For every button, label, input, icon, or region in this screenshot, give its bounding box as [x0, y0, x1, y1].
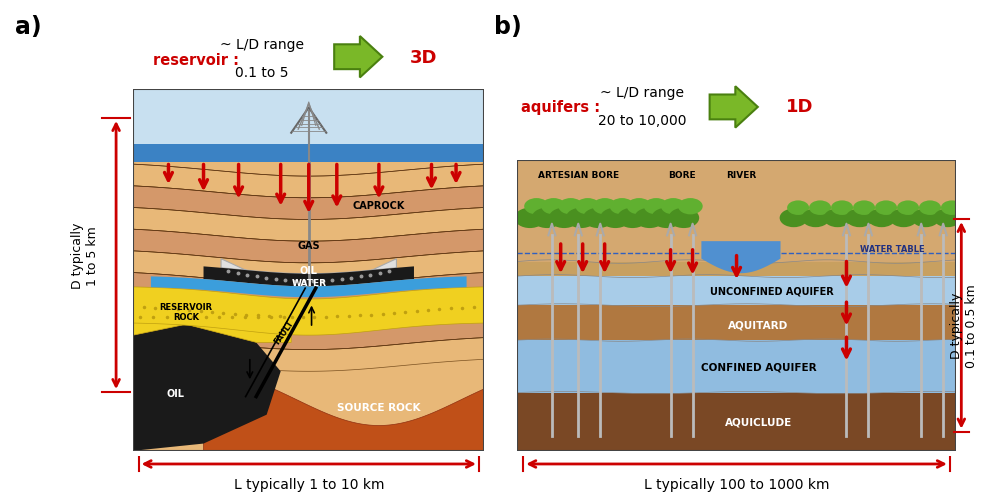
Text: WATER TABLE: WATER TABLE [860, 244, 925, 254]
Text: RIVER: RIVER [726, 170, 756, 179]
Text: b): b) [494, 15, 522, 39]
Polygon shape [133, 295, 484, 328]
Circle shape [669, 208, 700, 228]
Circle shape [780, 209, 808, 228]
Circle shape [846, 209, 873, 228]
Polygon shape [133, 252, 484, 285]
Circle shape [600, 208, 630, 228]
FancyArrow shape [334, 37, 382, 78]
Text: WATER: WATER [291, 279, 326, 288]
Text: L typically 1 to 10 km: L typically 1 to 10 km [233, 476, 384, 490]
Polygon shape [204, 267, 414, 287]
Text: reservoir :: reservoir : [153, 53, 239, 68]
Text: CAPROCK: CAPROCK [353, 200, 405, 210]
Polygon shape [133, 273, 484, 307]
Text: AQUITARD: AQUITARD [728, 320, 788, 330]
Circle shape [853, 201, 875, 215]
Polygon shape [133, 186, 484, 220]
Polygon shape [133, 325, 281, 451]
Text: RESERVOIR
ROCK: RESERVOIR ROCK [159, 302, 212, 322]
Text: SOURCE ROCK: SOURCE ROCK [337, 403, 421, 413]
Bar [133, 90, 484, 144]
Text: ARTESIAN BORE: ARTESIAN BORE [537, 170, 618, 179]
Circle shape [541, 199, 566, 215]
Circle shape [618, 208, 648, 228]
Circle shape [515, 208, 545, 228]
Circle shape [610, 199, 634, 215]
Circle shape [831, 201, 853, 215]
Bar [517, 262, 956, 277]
Circle shape [593, 199, 618, 215]
Bar [517, 393, 956, 451]
Text: BORE: BORE [668, 170, 696, 179]
Polygon shape [133, 338, 484, 372]
Polygon shape [133, 288, 484, 336]
Circle shape [919, 201, 941, 215]
Polygon shape [221, 259, 396, 289]
Bar [517, 306, 956, 341]
Text: a): a) [15, 15, 41, 39]
Circle shape [897, 201, 919, 215]
Polygon shape [701, 241, 781, 274]
Text: 0.1 to 5: 0.1 to 5 [235, 66, 288, 80]
Polygon shape [133, 208, 484, 241]
Circle shape [575, 199, 600, 215]
Bar [517, 262, 956, 306]
Text: L typically 100 to 1000 km: L typically 100 to 1000 km [644, 476, 829, 490]
Text: GAS: GAS [297, 240, 320, 250]
Text: UNCONFINED AQUIFER: UNCONFINED AQUIFER [709, 286, 834, 296]
Circle shape [634, 208, 665, 228]
Circle shape [867, 209, 896, 228]
Text: D typically
1 to 5 km: D typically 1 to 5 km [71, 222, 99, 289]
Circle shape [875, 201, 897, 215]
Bar [517, 341, 956, 393]
Circle shape [558, 199, 583, 215]
Polygon shape [133, 316, 484, 350]
Text: aquifers :: aquifers : [521, 100, 600, 115]
Polygon shape [133, 300, 291, 343]
Circle shape [525, 199, 548, 215]
Circle shape [626, 199, 651, 215]
Bar [517, 160, 956, 262]
Polygon shape [204, 367, 484, 451]
Text: FAULT: FAULT [273, 318, 295, 346]
Polygon shape [133, 230, 484, 264]
Text: AQUICLUDE: AQUICLUDE [725, 417, 792, 427]
Text: D typically
0.1 to 0.5 km: D typically 0.1 to 0.5 km [950, 284, 978, 367]
Circle shape [678, 199, 702, 215]
Text: ~ L/D range: ~ L/D range [219, 38, 304, 52]
Circle shape [801, 209, 830, 228]
Text: ~ L/D range: ~ L/D range [600, 86, 685, 100]
Circle shape [824, 209, 852, 228]
Polygon shape [133, 165, 484, 198]
Circle shape [934, 209, 961, 228]
Bar [133, 144, 484, 162]
Circle shape [661, 199, 686, 215]
Text: OIL: OIL [299, 266, 318, 276]
Circle shape [912, 209, 940, 228]
Text: 3D: 3D [410, 49, 438, 67]
Circle shape [889, 209, 918, 228]
Circle shape [941, 201, 963, 215]
Polygon shape [151, 277, 466, 298]
FancyArrow shape [709, 87, 758, 128]
Circle shape [644, 199, 669, 215]
Circle shape [548, 208, 580, 228]
Bar [133, 144, 484, 451]
Text: OIL: OIL [166, 388, 185, 398]
Circle shape [532, 208, 562, 228]
Circle shape [566, 208, 597, 228]
Circle shape [651, 208, 682, 228]
Text: 1D: 1D [785, 98, 813, 116]
Circle shape [583, 208, 614, 228]
Text: 20 to 10,000: 20 to 10,000 [598, 114, 687, 128]
Circle shape [787, 201, 809, 215]
Text: CONFINED AQUIFER: CONFINED AQUIFER [700, 362, 816, 372]
Circle shape [809, 201, 831, 215]
